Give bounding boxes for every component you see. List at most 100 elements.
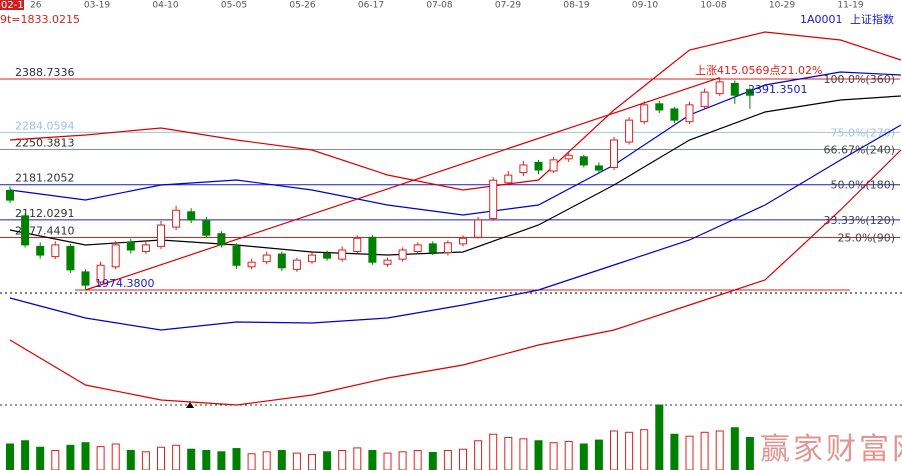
volume-bar — [610, 430, 618, 470]
volume-bar — [232, 448, 241, 470]
volume-bar — [51, 450, 60, 470]
volume-bar — [217, 451, 226, 470]
candle-body — [640, 104, 649, 123]
annotation: 2391.3501 — [748, 83, 808, 96]
candle-body — [610, 139, 618, 168]
volume-bar — [353, 447, 362, 470]
watermark: 赢家财富网 — [760, 432, 902, 467]
candle-body — [459, 237, 467, 245]
candle-body — [172, 209, 181, 228]
level-percent-label: 75.0%(270) — [830, 126, 895, 139]
indicator-line — [85, 77, 720, 291]
candle-body — [126, 241, 135, 251]
volume-bar — [428, 451, 437, 470]
candle-body — [594, 165, 603, 171]
candle-body — [187, 211, 196, 221]
candle-body — [428, 243, 437, 253]
candle-body — [700, 91, 709, 107]
candle-body — [413, 244, 422, 253]
volume-bar — [519, 438, 528, 470]
date-label: 09-10 — [632, 1, 658, 11]
level-value-label: 2250.3813 — [15, 136, 75, 149]
volume-bar — [489, 433, 498, 470]
date-label: 07-29 — [495, 1, 521, 11]
date-badge-bg — [0, 0, 24, 10]
volume-bar — [6, 443, 14, 470]
candle-body — [141, 244, 150, 253]
candle-body — [157, 224, 165, 247]
candle-body — [504, 174, 513, 184]
volume-bar — [715, 430, 724, 470]
candle-body — [51, 244, 60, 258]
volume-bar — [474, 440, 483, 470]
date-badge: 02-18 — [1, 0, 30, 11]
volume-bar — [459, 448, 467, 470]
date-label: 10-29 — [769, 1, 795, 11]
candle-body — [564, 154, 573, 160]
volume-bar — [247, 453, 256, 470]
candle-body — [81, 271, 90, 286]
annotation: 1974.3800 — [95, 277, 155, 290]
candle-body — [579, 156, 588, 166]
volume-bar — [292, 452, 301, 470]
volume-bar — [655, 404, 664, 470]
candle-body — [383, 259, 392, 265]
candle-body — [323, 253, 332, 259]
volume-bar — [745, 437, 754, 470]
date-label: 06-17 — [358, 1, 384, 11]
volume-bar — [308, 453, 316, 470]
date-label: 03-19 — [84, 1, 110, 11]
candle-body — [534, 161, 543, 171]
volume-bar — [96, 446, 105, 470]
volume-bar — [549, 442, 558, 470]
level-value-label: 2388.7336 — [15, 66, 75, 79]
volume-bar — [262, 451, 271, 470]
volume-bar — [111, 443, 120, 470]
candle-body — [670, 108, 679, 121]
volume-bar — [323, 451, 332, 470]
volume-bar — [594, 439, 603, 470]
volume-bar — [640, 429, 649, 470]
volume-bar — [730, 427, 739, 470]
volume-bar — [157, 446, 165, 470]
candle-body — [292, 259, 301, 270]
volume-bar — [534, 440, 543, 470]
candle-body — [111, 244, 120, 268]
date-label: 08-19 — [563, 1, 589, 11]
index-name: 上证指数 — [850, 12, 894, 26]
annotation: 上涨415.0569点21.02% — [695, 64, 822, 77]
volume-bar — [685, 435, 694, 470]
candle-body — [625, 119, 634, 143]
date-label: 10-08 — [700, 1, 726, 11]
date-label: 05-26 — [289, 1, 315, 11]
volume-bar — [383, 452, 392, 470]
level-value-label: 2284.0594 — [15, 119, 75, 132]
volume-bar — [21, 440, 30, 470]
date-label: 26 — [30, 1, 42, 11]
candle-body — [398, 249, 407, 260]
candle-body — [549, 159, 558, 172]
candle-body — [745, 89, 754, 96]
volume-bar — [670, 433, 679, 470]
volume-bar — [126, 450, 135, 470]
candle-body — [6, 189, 14, 201]
volume-bar — [625, 431, 634, 470]
candle-body — [232, 245, 241, 266]
candle-body — [262, 254, 271, 263]
volume-bar — [579, 443, 588, 470]
volume-bar — [504, 437, 513, 470]
volume-bar — [36, 446, 45, 470]
date-label: 11-19 — [837, 1, 863, 11]
volume-bar — [81, 442, 90, 470]
level-percent-label: 100.0%(360) — [823, 73, 895, 86]
candle-body — [36, 245, 45, 256]
volume-bar — [187, 448, 196, 470]
date-label: 05-05 — [221, 1, 247, 11]
volume-bar — [443, 450, 452, 470]
volume-bar — [277, 450, 286, 470]
indicator-value: 9t=1833.0215 — [0, 13, 80, 26]
level-percent-label: 50.0%(180) — [830, 179, 895, 192]
date-label: 07-08 — [426, 1, 452, 11]
level-percent-label: 25.0%(90) — [837, 232, 895, 245]
indicator-line — [9, 31, 902, 191]
